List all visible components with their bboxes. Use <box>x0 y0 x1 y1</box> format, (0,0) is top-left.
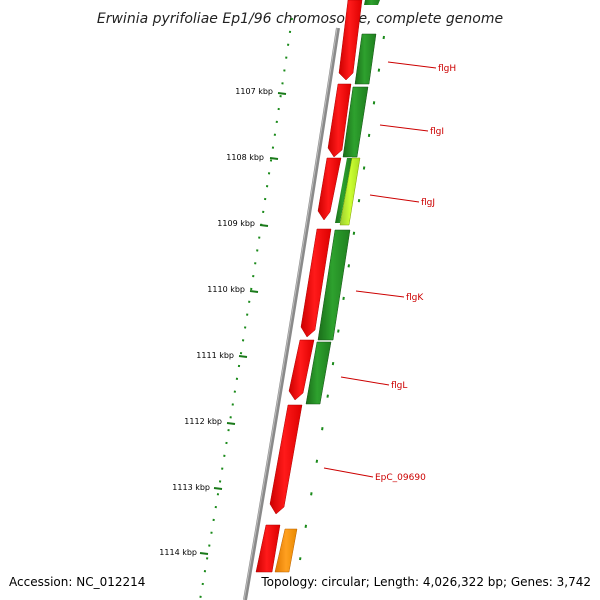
accession-text: Accession: NC_012214 <box>9 575 145 589</box>
topology-text: Topology: circular; Length: 4,026,322 bp… <box>260 575 591 589</box>
tick-mark <box>269 157 279 160</box>
tick-label: 1113 kbp <box>172 483 210 492</box>
gene-arrow <box>288 339 315 401</box>
tick-mark <box>249 290 259 293</box>
gene-block <box>274 528 298 573</box>
gene-block <box>305 341 332 405</box>
gene-block <box>342 86 369 158</box>
gene-block <box>335 158 352 223</box>
label-leader <box>369 194 420 203</box>
label-leader <box>387 61 437 69</box>
gene-block <box>364 0 380 5</box>
gene-arrow <box>255 524 281 573</box>
gene-label-flgK: flgK <box>406 293 424 303</box>
backbone-highlight <box>243 27 338 600</box>
tick-label: 1108 kbp <box>226 153 264 162</box>
label-leader <box>340 376 390 386</box>
gene-arrow <box>300 228 332 338</box>
gene-block <box>354 33 377 85</box>
tick-mark <box>213 487 223 490</box>
label-leader <box>323 467 374 478</box>
gene-label-flgH: flgH <box>438 64 456 74</box>
gene-label-flgL: flgL <box>391 381 407 391</box>
gene-label-EpC_09690: EpC_09690 <box>375 473 426 483</box>
backbone <box>243 27 340 600</box>
gene-arrow <box>327 83 352 158</box>
gene-arrow <box>338 0 363 81</box>
gene-label-flgJ: flgJ <box>421 198 435 208</box>
label-leader <box>355 290 405 298</box>
label-leader <box>379 124 429 132</box>
map-title: Erwinia pyrifoliae Ep1/96 chromosome, co… <box>97 11 503 27</box>
gene-arrow <box>317 157 342 221</box>
tick-mark <box>277 92 287 95</box>
tick-label: 1111 kbp <box>196 351 234 360</box>
gene-block <box>339 157 361 226</box>
tick-mark <box>199 552 209 555</box>
tick-label: 1109 kbp <box>217 219 255 228</box>
scale-track <box>199 17 293 600</box>
tick-label: 1110 kbp <box>207 285 245 294</box>
tick-label: 1112 kbp <box>184 417 222 426</box>
tick-mark <box>238 355 248 358</box>
tick-label: 1107 kbp <box>235 87 273 96</box>
inner-track <box>299 35 385 561</box>
gene-arrow <box>269 404 303 515</box>
gene-label-flgI: flgI <box>430 127 444 137</box>
gene-block <box>317 229 351 341</box>
tick-mark <box>226 422 236 425</box>
tick-mark <box>259 224 269 227</box>
tick-label: 1114 kbp <box>159 548 197 557</box>
